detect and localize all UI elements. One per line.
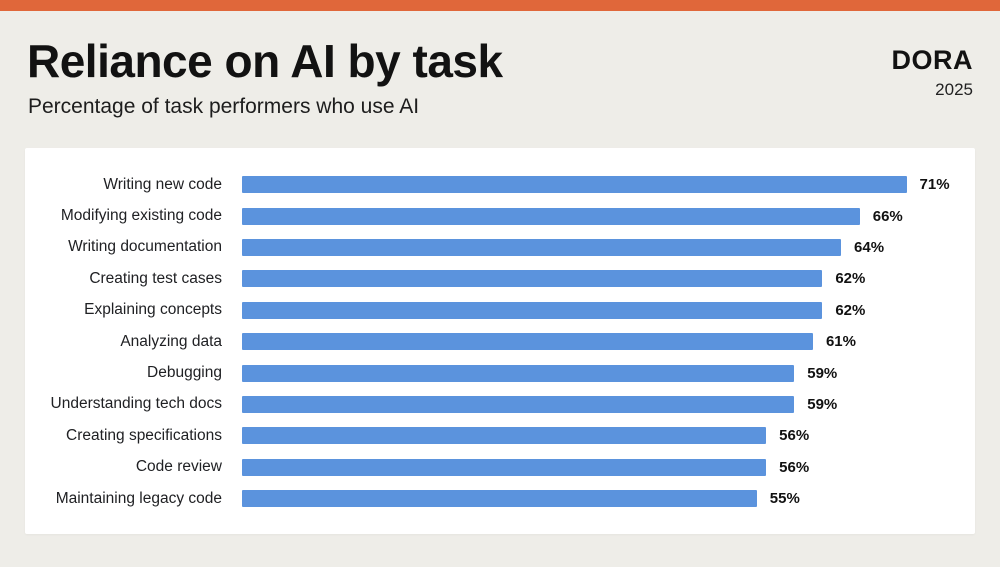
bar	[242, 176, 907, 194]
brand-block: DORA 2025	[892, 37, 974, 100]
category-label: Creating test cases	[89, 269, 222, 287]
chart-row: Analyzing data 61%	[25, 326, 975, 357]
chart-row: Maintaining legacy code 55%	[25, 483, 975, 514]
chart-row: Understanding tech docs 59%	[25, 389, 975, 420]
chart-panel: Writing new code 71% Modifying existing co…	[25, 148, 975, 534]
value-label: 62%	[835, 301, 866, 319]
bar	[242, 427, 767, 445]
chart-row: Creating test cases 62%	[25, 263, 975, 294]
bar	[242, 364, 795, 382]
page-subtitle: Percentage of task performers who use AI	[28, 94, 420, 118]
value-label: 56%	[779, 427, 810, 445]
value-label: 64%	[854, 238, 885, 256]
value-label: 59%	[807, 395, 838, 413]
value-label: 62%	[835, 270, 866, 288]
bar	[242, 395, 795, 413]
brand-year: 2025	[935, 80, 973, 99]
chart-row: Writing new code 71%	[25, 169, 975, 200]
bar	[242, 207, 860, 225]
bar	[242, 270, 823, 288]
title-block: Reliance on AI by task Percentage of tas…	[27, 35, 503, 119]
category-label: Code review	[135, 458, 222, 476]
value-label: 56%	[779, 458, 810, 476]
category-label: Debugging	[147, 364, 222, 382]
category-label: Writing documentation	[68, 238, 222, 256]
chart-row: Writing documentation 64%	[25, 232, 975, 263]
category-label: Understanding tech docs	[50, 395, 222, 413]
chart-row: Code review 56%	[25, 452, 975, 483]
page-title: Reliance on AI by task	[27, 35, 503, 87]
value-label: 71%	[919, 176, 950, 194]
category-label: Modifying existing code	[60, 207, 222, 225]
bar	[242, 301, 823, 319]
chart-row: Debugging 59%	[25, 357, 975, 388]
category-label: Creating specifications	[66, 426, 222, 444]
chart-row: Explaining concepts 62%	[25, 295, 975, 326]
bar	[242, 333, 813, 351]
bar	[242, 458, 767, 476]
category-label: Analyzing data	[120, 332, 222, 350]
bar	[242, 238, 842, 256]
dora-logo: DORA	[891, 45, 973, 75]
category-label: Explaining concepts	[84, 301, 222, 319]
bar-chart: Writing new code 71% Modifying existing co…	[25, 148, 975, 514]
chart-row: Modifying existing code 66%	[25, 200, 975, 231]
accent-top-bar	[0, 0, 1000, 11]
category-label: Maintaining legacy code	[55, 489, 222, 507]
category-label: Writing new code	[103, 175, 222, 193]
value-label: 59%	[807, 364, 838, 382]
value-label: 66%	[872, 207, 903, 225]
chart-row: Creating specifications 56%	[25, 420, 975, 451]
header: Reliance on AI by task Percentage of tas…	[0, 11, 1000, 119]
value-label: 61%	[825, 333, 856, 351]
value-label: 55%	[769, 490, 800, 508]
bar	[242, 490, 757, 508]
